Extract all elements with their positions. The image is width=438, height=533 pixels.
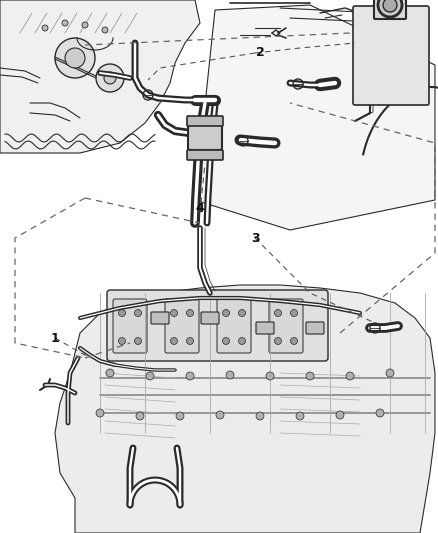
Circle shape [134,310,141,317]
Circle shape [346,372,354,380]
Circle shape [65,48,85,68]
Circle shape [306,372,314,380]
Circle shape [216,411,224,419]
FancyBboxPatch shape [353,6,429,105]
Circle shape [102,27,108,33]
FancyBboxPatch shape [165,299,199,353]
Circle shape [170,310,177,317]
FancyBboxPatch shape [306,322,324,334]
Circle shape [239,337,246,344]
Circle shape [290,310,297,317]
Circle shape [119,310,126,317]
Text: 4: 4 [196,201,205,214]
Circle shape [266,372,274,380]
Circle shape [119,337,126,344]
Circle shape [275,310,282,317]
Polygon shape [55,285,435,533]
Text: 1: 1 [51,332,60,344]
FancyBboxPatch shape [187,116,223,126]
Circle shape [186,372,194,380]
Circle shape [82,22,88,28]
Circle shape [176,412,184,420]
Circle shape [136,412,144,420]
FancyBboxPatch shape [269,299,303,353]
FancyBboxPatch shape [151,312,169,324]
FancyBboxPatch shape [374,0,406,19]
Circle shape [296,412,304,420]
Circle shape [275,337,282,344]
FancyBboxPatch shape [113,299,147,353]
Circle shape [376,409,384,417]
Circle shape [226,371,234,379]
FancyBboxPatch shape [187,150,223,160]
Circle shape [170,337,177,344]
Circle shape [106,369,114,377]
FancyBboxPatch shape [217,299,251,353]
Circle shape [96,64,124,92]
Circle shape [187,337,194,344]
FancyBboxPatch shape [188,121,222,150]
Circle shape [62,20,68,26]
FancyBboxPatch shape [256,322,274,334]
Circle shape [96,409,104,417]
Circle shape [383,0,397,12]
FancyBboxPatch shape [201,312,219,324]
Circle shape [55,38,95,78]
Circle shape [223,310,230,317]
Circle shape [104,72,116,84]
FancyBboxPatch shape [107,290,328,361]
Circle shape [134,337,141,344]
Polygon shape [0,0,200,153]
Circle shape [290,337,297,344]
Circle shape [336,411,344,419]
Circle shape [256,412,264,420]
Circle shape [187,310,194,317]
Circle shape [42,25,48,31]
Circle shape [239,310,246,317]
Circle shape [378,0,402,17]
Text: 3: 3 [251,231,259,245]
Polygon shape [195,5,435,230]
Circle shape [146,372,154,380]
Text: 2: 2 [256,46,265,60]
Circle shape [223,337,230,344]
Circle shape [386,369,394,377]
